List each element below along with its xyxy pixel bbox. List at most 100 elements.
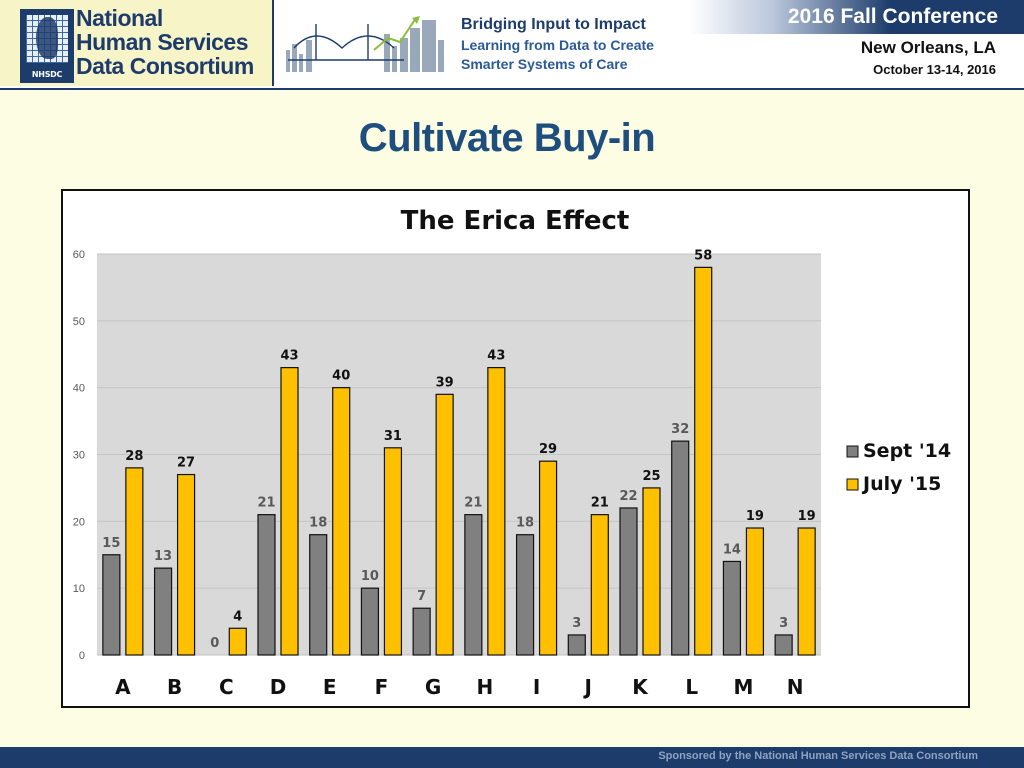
bar-july15	[228, 627, 247, 656]
y-tick-label: 40	[73, 383, 85, 395]
bar-sept14	[515, 534, 535, 656]
data-label: 21	[591, 496, 609, 511]
legend-label: Sept '14	[863, 440, 951, 462]
org-name-line-2: Human Services	[76, 29, 248, 55]
legend-swatch	[846, 478, 859, 491]
org-logo: NHSDC National Human Services Data Conso…	[0, 0, 274, 86]
data-label: 3	[572, 616, 581, 631]
x-tick-label: F	[375, 675, 389, 699]
bar-july15	[590, 514, 609, 656]
logo-acronym: NHSDC	[31, 70, 63, 79]
bar-july15	[125, 467, 144, 656]
bar-july15	[694, 266, 713, 656]
conference-header: NHSDC National Human Services Data Conso…	[0, 0, 1024, 90]
logo-emblem-icon: NHSDC	[20, 9, 74, 83]
data-label: 29	[539, 442, 557, 457]
data-label: 19	[746, 509, 764, 524]
tagline-line-1: Learning from Data to Create	[461, 37, 654, 53]
bar-sept14	[722, 560, 742, 656]
bar-sept14	[464, 514, 483, 656]
data-label: 28	[125, 449, 143, 464]
data-label: 0	[210, 636, 219, 651]
data-label: 21	[464, 496, 482, 511]
bar-sept14	[567, 634, 586, 656]
data-label: 21	[257, 496, 275, 511]
data-label: 18	[516, 516, 534, 531]
bar-sept14	[309, 534, 328, 656]
data-label: 10	[361, 569, 379, 584]
bridge-skyline-icon	[286, 16, 444, 72]
bar-sept14	[102, 554, 121, 656]
org-name: National Human Services Data Consortium	[76, 6, 254, 78]
chart-frame: 0 10 20 30 40 50 60 The Erica Effect 15 28 A 13 27 B 0…	[61, 189, 970, 708]
bar-july15	[797, 527, 816, 656]
y-tick-label: 20	[73, 516, 85, 528]
conference-name: 2016 Fall Conference	[787, 5, 998, 28]
data-label: 39	[436, 375, 454, 390]
legend-label: July '15	[861, 473, 941, 495]
data-label: 3	[779, 616, 788, 631]
x-tick-label: I	[533, 675, 540, 699]
tagline-line-2: Smarter Systems of Care	[461, 56, 628, 72]
bar-july15	[435, 393, 454, 656]
bar-july15	[280, 367, 299, 656]
bar-july15	[745, 527, 765, 656]
y-tick-label: 30	[73, 450, 85, 462]
bar-sept14	[671, 440, 690, 656]
x-tick-label: L	[685, 675, 698, 699]
data-label: 32	[671, 422, 689, 437]
data-label: 31	[384, 429, 402, 444]
y-tick-label: 10	[73, 583, 85, 595]
data-label: 40	[332, 369, 350, 384]
data-label: 4	[233, 609, 242, 624]
data-label: 58	[694, 248, 712, 263]
data-label: 27	[177, 456, 195, 471]
org-name-line-1: National	[76, 5, 163, 31]
bar-july15	[176, 473, 196, 656]
bar-chart: 0 10 20 30 40 50 60 The Erica Effect 15 28 A 13 27 B 0…	[73, 206, 951, 699]
x-tick-label: H	[476, 675, 493, 699]
data-label: 43	[280, 349, 298, 364]
x-tick-label: G	[425, 675, 441, 699]
bar-july15	[487, 367, 506, 656]
tagline-title: Bridging Input to Impact	[461, 16, 646, 33]
bar-sept14	[360, 587, 380, 656]
y-tick-label: 0	[79, 650, 85, 662]
x-tick-label: C	[219, 675, 234, 699]
x-tick-label: N	[787, 675, 804, 699]
conference-dates: October 13-14, 2016	[873, 62, 996, 77]
data-label: 22	[619, 489, 637, 504]
slide-footer: Sponsored by the National Human Services…	[0, 747, 1024, 768]
bar-july15	[642, 487, 661, 656]
data-label: 13	[154, 549, 172, 564]
data-label: 25	[642, 469, 660, 484]
data-label: 14	[723, 542, 741, 557]
conference-tagline: Bridging Input to Impact Learning from D…	[461, 14, 654, 74]
x-tick-label: A	[115, 675, 131, 699]
data-label: 19	[798, 509, 816, 524]
chart-title: The Erica Effect	[401, 206, 630, 236]
conference-banner: 2016 Fall Conference	[690, 0, 1024, 34]
x-tick-label: D	[270, 675, 287, 699]
bar-july15	[332, 387, 351, 656]
bar-sept14	[257, 514, 276, 656]
bar-sept14	[619, 507, 638, 656]
y-tick-label: 60	[73, 249, 85, 261]
bar-sept14	[774, 634, 793, 656]
x-tick-label: K	[632, 675, 649, 699]
bar-sept14	[153, 567, 173, 656]
bar-july15	[538, 460, 558, 656]
conference-city: New Orleans, LA	[860, 38, 996, 57]
bar-sept14	[412, 607, 431, 656]
x-tick-label: E	[323, 675, 337, 699]
y-tick-label: 50	[73, 316, 85, 328]
x-tick-label: B	[167, 675, 182, 699]
legend-swatch	[846, 445, 859, 458]
data-label: 43	[487, 349, 505, 364]
x-tick-label: M	[733, 675, 753, 699]
bar-july15	[383, 447, 403, 656]
data-label: 15	[102, 536, 120, 551]
footer-sponsor-text: Sponsored by the National Human Services…	[658, 750, 978, 762]
x-tick-label: J	[583, 675, 592, 699]
data-label: 18	[309, 516, 327, 531]
